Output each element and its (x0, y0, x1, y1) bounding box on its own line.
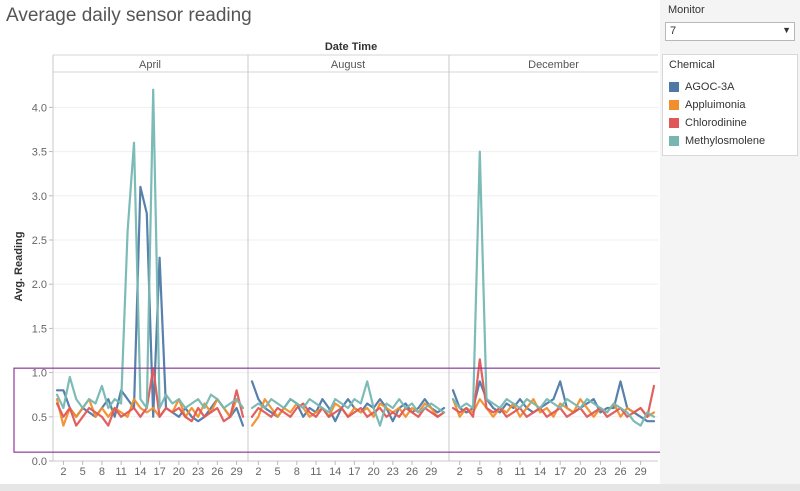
legend-swatch-agoc (669, 82, 679, 93)
series-line-december-methylosmolene (451, 150, 656, 427)
x-tick-label: 29 (230, 466, 242, 478)
monitor-filter-label: Monitor (668, 4, 705, 16)
x-tick-label: 2 (457, 466, 463, 478)
x-tick-label: 23 (387, 466, 399, 478)
x-tick-label: 17 (554, 466, 566, 478)
x-tick-label: 17 (348, 466, 360, 478)
x-tick-label: 26 (406, 466, 418, 478)
legend-label-chlorodinine: Chlorodinine (685, 117, 747, 129)
series-line-august-appluimonia (250, 398, 446, 427)
x-tick-label: 2 (255, 466, 261, 478)
chart-title: Average daily sensor reading (6, 5, 252, 26)
legend-label-appluimonia: Appluimonia (685, 99, 746, 111)
x-tick-label: 5 (80, 466, 86, 478)
y-tick-label: 2.0 (32, 279, 47, 291)
x-tick-label: 11 (115, 466, 126, 478)
legend-item-appluimonia[interactable]: Appluimonia (669, 99, 746, 113)
series-line-april-methylosmolene (55, 88, 245, 410)
legend-item-chlorodinine[interactable]: Chlorodinine (669, 117, 747, 131)
x-tick-label: 20 (574, 466, 586, 478)
x-tick-label: 26 (614, 466, 626, 478)
x-tick-label: 23 (192, 466, 204, 478)
x-tick-label: 14 (134, 466, 146, 478)
highlight-box-annotation (13, 367, 660, 453)
legend-swatch-appluimonia (669, 100, 679, 111)
x-tick-label: 14 (329, 466, 341, 478)
series-line-august-chlorodinine (250, 402, 446, 418)
x-tick-label: 20 (173, 466, 185, 478)
series-line-april-agoc-3a (55, 185, 245, 427)
legend-swatch-chlorodinine (669, 118, 679, 129)
y-tick-label: 1.5 (32, 323, 47, 335)
y-tick-label: 3.0 (32, 191, 47, 203)
column-header-title: Date Time (325, 41, 377, 53)
legend-label-methylosmolene: Methylosmolene (685, 135, 766, 147)
y-tick-label: 4.0 (32, 102, 47, 114)
panel-header-december: December (528, 59, 579, 71)
y-tick-label: 3.5 (32, 147, 47, 159)
panel-header-august: August (331, 59, 365, 71)
monitor-dropdown-value: 7 (670, 25, 677, 37)
line-chart: Date Time 0.0 0.5 1.0 1.5 2.0 2.5 3.0 3.5 4.0 Avg.… (13, 41, 660, 478)
monitor-dropdown[interactable]: 7 ▼ (665, 22, 795, 41)
legend-item-methylosmolene[interactable]: Methylosmolene (669, 135, 765, 149)
series-line-april-chlorodinine (55, 367, 245, 427)
legend-item-agoc[interactable]: AGOC-3A (669, 81, 735, 95)
x-tick-label: 14 (534, 466, 546, 478)
y-tick-label: 2.5 (32, 235, 47, 247)
y-tick-label: 1.0 (32, 368, 47, 380)
x-tick-label: 5 (275, 466, 281, 478)
y-axis-label: Avg. Reading (13, 232, 25, 302)
y-tick-label: 0.5 (32, 412, 47, 424)
horizontal-scrollbar[interactable] (0, 484, 800, 491)
x-tick-label: 8 (99, 466, 105, 478)
x-tick-label: 29 (634, 466, 646, 478)
panel-header-april: April (139, 59, 161, 71)
x-tick-label: 20 (367, 466, 379, 478)
chevron-down-icon[interactable]: ▼ (782, 25, 791, 35)
legend-swatch-methylosmolene (669, 136, 679, 147)
legend: Chemical AGOC-3A Appluimonia Chlorodinin… (662, 54, 798, 156)
x-tick-label: 5 (477, 466, 483, 478)
x-tick-label: 11 (310, 466, 321, 478)
x-tick-label: 8 (497, 466, 503, 478)
y-tick-label: 0.0 (32, 456, 47, 468)
x-tick-label: 8 (294, 466, 300, 478)
x-tick-label: 11 (514, 466, 525, 478)
series-line-august-methylosmolene (250, 380, 446, 427)
x-tick-label: 29 (425, 466, 437, 478)
legend-label-agoc: AGOC-3A (685, 81, 735, 93)
x-tick-label: 26 (211, 466, 223, 478)
legend-title: Chemical (669, 59, 715, 71)
x-tick-label: 17 (153, 466, 165, 478)
x-tick-label: 2 (60, 466, 66, 478)
x-tick-label: 23 (594, 466, 606, 478)
